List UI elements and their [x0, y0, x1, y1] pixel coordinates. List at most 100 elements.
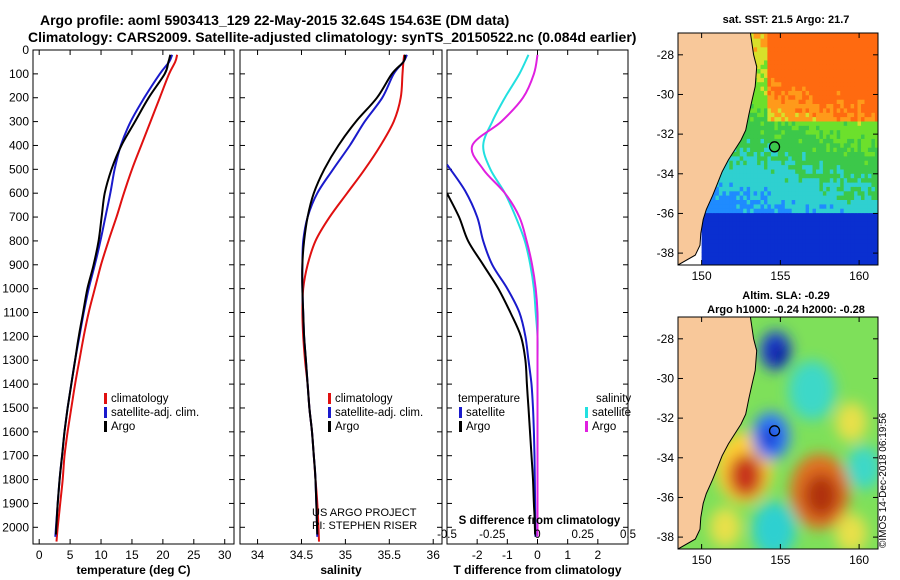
sst-cell [767, 77, 772, 83]
sst-cell [784, 251, 789, 257]
sst-cell [760, 247, 765, 253]
sst-cell [812, 251, 817, 257]
sst-cell [791, 238, 796, 244]
sst-cell [777, 81, 782, 87]
sst-cell [843, 42, 848, 48]
sst-cell [750, 169, 754, 174]
sst-cell [871, 81, 876, 87]
sst-cell [826, 108, 831, 113]
sst-cell [812, 195, 817, 200]
sst-cell [864, 256, 869, 262]
sst-cell [854, 46, 858, 52]
sst-cell [757, 129, 761, 135]
sst-cell [826, 151, 831, 157]
sst-cell [760, 125, 765, 131]
sla-anomaly [770, 343, 788, 366]
sst-cell [829, 251, 834, 257]
sst-cell [767, 182, 772, 187]
sst-cell [757, 230, 761, 235]
sst-cell [871, 46, 876, 52]
sst-cell [777, 260, 782, 265]
sst-cell [826, 138, 831, 144]
sst-cell [864, 195, 869, 200]
sst-cell [767, 64, 772, 70]
sst-cell [833, 60, 838, 65]
sst-cell [809, 247, 813, 253]
sst-cell [760, 99, 765, 104]
sst-cell [874, 142, 878, 148]
sst-cell [774, 112, 779, 118]
sst-cell [819, 121, 824, 126]
sst-cell [854, 94, 858, 100]
x-tick-label: 35 [339, 548, 353, 562]
sst-cell [729, 217, 734, 222]
sst-cell [750, 112, 754, 118]
sst-cell [812, 64, 817, 70]
sst-cell [788, 151, 793, 157]
y-tick-label: 1700 [2, 449, 29, 463]
sst-cell [819, 33, 824, 39]
sst-cell [708, 243, 713, 248]
sst-cell [874, 129, 878, 135]
sst-cell [864, 208, 869, 214]
sst-cell [791, 260, 796, 265]
sst-cell [788, 195, 793, 200]
sst-cell [805, 90, 810, 96]
sst-cell [718, 221, 723, 227]
sst-cell [739, 225, 744, 231]
sst-cell [712, 238, 716, 244]
sst-cell [867, 112, 872, 118]
sst-cell [822, 234, 827, 240]
s-difference-label: S difference from climatology [459, 515, 621, 527]
sst-cell [819, 134, 824, 139]
sst-cell [826, 164, 831, 170]
sst-cell [736, 199, 741, 205]
sst-cell [874, 55, 878, 61]
sst-cell [847, 243, 851, 248]
sst-cell [770, 33, 775, 39]
sst-cell [760, 221, 765, 227]
sst-cell [708, 256, 713, 262]
sst-cell [802, 64, 806, 70]
sst-cell [836, 234, 841, 240]
sst-cell [829, 147, 834, 152]
sst-cell [760, 33, 765, 35]
sst-cell [819, 68, 824, 74]
sst-cell [871, 77, 876, 83]
sst-cell [850, 151, 855, 157]
sst-cell [767, 203, 772, 209]
sst-cell [705, 243, 709, 248]
sst-cell [816, 38, 820, 43]
sst-cell [767, 134, 772, 139]
sst-cell [840, 112, 845, 118]
sst-cell [833, 217, 838, 222]
sst-cell [829, 86, 834, 91]
sst-cell [847, 169, 851, 174]
sst-cell [784, 155, 789, 161]
sst-cell [760, 142, 765, 148]
sst-cell [732, 182, 737, 187]
sst-cell [722, 173, 727, 179]
sst-map-frame [677, 32, 879, 266]
sst-cell [871, 33, 876, 39]
sst-cell [802, 247, 806, 253]
sst-cell [867, 217, 872, 222]
sst-cell [795, 164, 800, 170]
sst-cell [850, 173, 855, 179]
sst-cell [743, 208, 748, 214]
sst-cell [812, 73, 817, 78]
y-tick-label: 200 [9, 91, 29, 105]
sst-cell [867, 60, 872, 65]
sst-cell [822, 251, 827, 257]
sst-cell [822, 155, 827, 161]
sst-cell [857, 182, 862, 187]
sst-cell [757, 173, 761, 179]
sst-cell [788, 42, 793, 48]
sst-cell [857, 186, 862, 192]
sst-cell [805, 177, 810, 183]
sst-cell [819, 225, 824, 231]
sst-cell [819, 33, 824, 35]
sst-cell [854, 129, 858, 135]
sst-cell [871, 147, 876, 152]
sst-cell [788, 199, 793, 205]
